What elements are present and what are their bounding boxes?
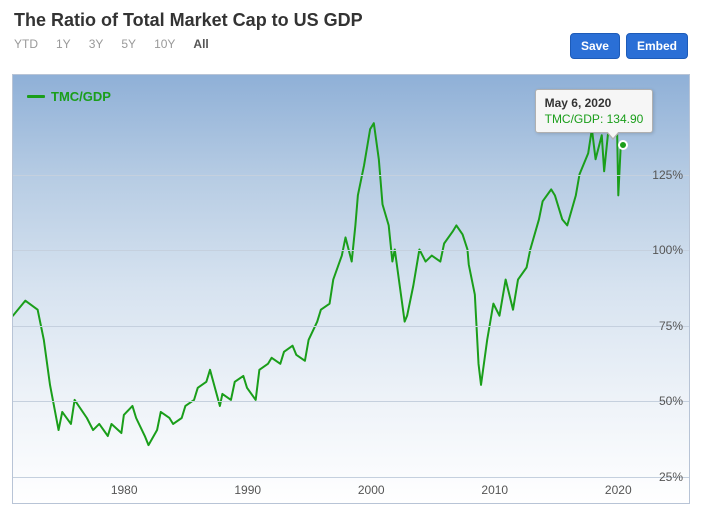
gridline: [13, 401, 689, 402]
chart-title: The Ratio of Total Market Cap to US GDP: [0, 0, 702, 37]
tooltip: May 6, 2020 TMC/GDP: 134.90: [535, 89, 654, 133]
plot-area[interactable]: TMC/GDP 25%50%75%100%125%198019902000201…: [12, 74, 690, 504]
hover-marker: [618, 140, 628, 150]
gridline: [13, 175, 689, 176]
range-1y[interactable]: 1Y: [56, 37, 71, 51]
gridline: [13, 326, 689, 327]
gridline: [13, 250, 689, 251]
range-3y[interactable]: 3Y: [89, 37, 104, 51]
range-10y[interactable]: 10Y: [154, 37, 175, 51]
y-axis-label: 75%: [659, 319, 683, 333]
tooltip-value: TMC/GDP: 134.90: [545, 112, 644, 126]
range-ytd[interactable]: YTD: [14, 37, 38, 51]
y-axis-label: 25%: [659, 470, 683, 484]
gridline: [13, 477, 689, 478]
range-5y[interactable]: 5Y: [121, 37, 136, 51]
save-button[interactable]: Save: [570, 33, 620, 59]
tooltip-date: May 6, 2020: [545, 96, 644, 110]
y-axis-label: 125%: [652, 168, 683, 182]
embed-button[interactable]: Embed: [626, 33, 688, 59]
x-axis-label: 1990: [234, 483, 261, 497]
line-series: [13, 75, 689, 503]
y-axis-label: 100%: [652, 243, 683, 257]
x-axis-label: 2020: [605, 483, 632, 497]
y-axis-label: 50%: [659, 394, 683, 408]
range-all[interactable]: All: [193, 37, 208, 51]
x-axis-label: 2010: [481, 483, 508, 497]
x-axis-label: 2000: [358, 483, 385, 497]
toolbar: YTD1Y3Y5Y10YAll Save Embed: [0, 37, 702, 61]
range-selector: YTD 1Y 3Y 5Y 10Y All: [14, 37, 209, 51]
x-axis-label: 1980: [111, 483, 138, 497]
toolbar-buttons: Save Embed: [570, 33, 688, 59]
